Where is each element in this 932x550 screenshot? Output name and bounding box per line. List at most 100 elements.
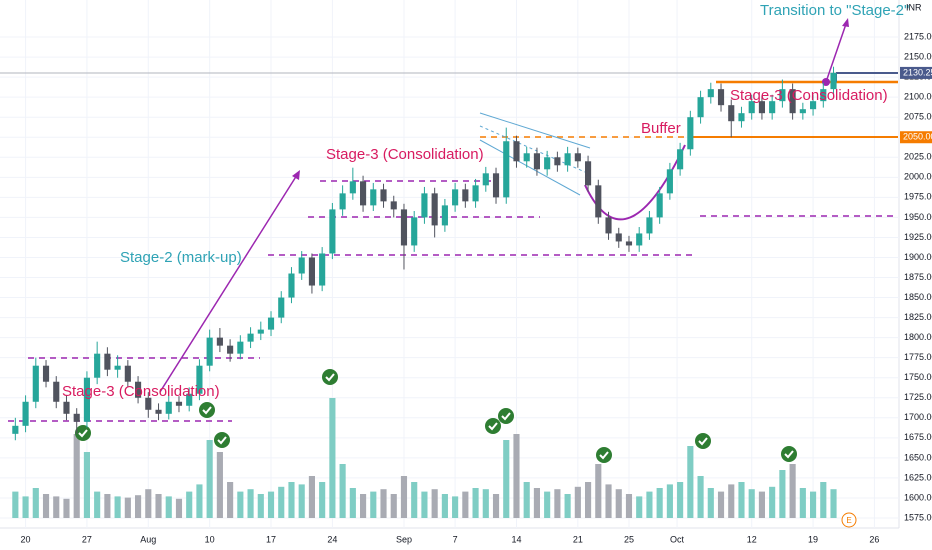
volume-bar bbox=[544, 491, 551, 518]
candle-body bbox=[687, 117, 694, 150]
candle-body bbox=[400, 209, 408, 246]
channel-line bbox=[479, 139, 581, 196]
y-tick-label: 1725.00 bbox=[904, 392, 932, 402]
volume-bar bbox=[319, 482, 326, 518]
candle-body bbox=[165, 401, 172, 414]
candle-body bbox=[503, 141, 510, 198]
candle-body bbox=[738, 113, 745, 122]
volume-bar bbox=[595, 464, 602, 518]
y-tick-label: 1950.00 bbox=[904, 212, 932, 222]
candles bbox=[12, 66, 837, 441]
volume-bar bbox=[605, 484, 612, 518]
volume-bar bbox=[165, 496, 172, 518]
candle-body bbox=[42, 365, 50, 382]
check-marker bbox=[596, 447, 612, 463]
volume-bar bbox=[411, 482, 418, 518]
volume-bar bbox=[738, 482, 745, 518]
volume-bar bbox=[288, 482, 295, 518]
volume-bar bbox=[360, 494, 367, 518]
candle-body bbox=[145, 397, 152, 410]
candle-body bbox=[227, 345, 234, 354]
volume-bar bbox=[12, 491, 19, 518]
volume-bar bbox=[349, 488, 356, 518]
candle-body bbox=[257, 329, 264, 334]
annotation: Stage-3 (Consolidation) bbox=[62, 383, 220, 400]
candle-body bbox=[707, 89, 714, 98]
y-tick-label: 1600.00 bbox=[904, 492, 932, 502]
y-tick-label: 2100.00 bbox=[904, 92, 932, 102]
candle-body bbox=[472, 185, 479, 202]
candle-body bbox=[206, 337, 213, 366]
volume-bar bbox=[687, 446, 694, 518]
check-icon bbox=[501, 412, 511, 421]
candle-body bbox=[390, 201, 397, 210]
candle-body bbox=[677, 149, 684, 170]
y-tick-label: 2075.00 bbox=[904, 112, 932, 122]
y-tick-label: 1700.00 bbox=[904, 412, 932, 422]
candle-body bbox=[124, 365, 131, 382]
y-tick-label: 1975.00 bbox=[904, 192, 932, 202]
volume-bar bbox=[646, 491, 653, 518]
y-tick-label: 1800.00 bbox=[904, 332, 932, 342]
candle-body bbox=[574, 153, 581, 162]
volume-bar bbox=[104, 494, 111, 518]
y-tick-label: 1925.00 bbox=[904, 232, 932, 242]
check-marker bbox=[322, 369, 338, 385]
candle-body bbox=[278, 297, 285, 318]
candle-body bbox=[779, 89, 786, 102]
candle-body bbox=[360, 181, 367, 206]
candle-body bbox=[441, 205, 448, 226]
price-tag-label: 2130.25 bbox=[903, 67, 932, 77]
volume-bar bbox=[523, 482, 530, 518]
volume-bar bbox=[22, 496, 29, 518]
volume-bar bbox=[799, 488, 806, 518]
candle-body bbox=[717, 89, 725, 106]
volume-bar bbox=[308, 476, 315, 518]
candle-body bbox=[452, 189, 459, 206]
channel-line bbox=[479, 112, 591, 149]
annotation: Stage-2 (mark-up) bbox=[120, 249, 242, 266]
candle-body bbox=[308, 257, 315, 286]
annotation: Stage-3 (Consolidation) bbox=[326, 146, 484, 163]
check-marker bbox=[695, 433, 711, 449]
volume-bar bbox=[666, 484, 673, 518]
volume-bar bbox=[339, 464, 346, 518]
price-tag bbox=[900, 131, 932, 144]
volume-bar bbox=[186, 491, 193, 518]
check-icon bbox=[784, 450, 794, 459]
volume-bar bbox=[370, 491, 377, 518]
arrow bbox=[825, 23, 847, 83]
volume-bar bbox=[779, 470, 786, 518]
candle-body bbox=[656, 193, 663, 218]
volume-bar bbox=[114, 496, 121, 518]
candle-body bbox=[247, 333, 254, 342]
annotation: Buffer bbox=[641, 120, 681, 137]
drawings: E bbox=[0, 18, 898, 528]
volume-bar bbox=[830, 489, 837, 518]
candle-body bbox=[810, 101, 817, 110]
candle-body bbox=[605, 217, 612, 234]
x-tick-label: Oct bbox=[670, 534, 685, 544]
candle-body bbox=[53, 381, 60, 402]
volume-bar bbox=[63, 498, 70, 518]
y-tick-label: 1650.00 bbox=[904, 452, 932, 462]
candle-body bbox=[769, 101, 776, 114]
check-icon bbox=[78, 429, 88, 438]
volume-bar bbox=[196, 484, 203, 518]
y-tick-label: 1625.00 bbox=[904, 472, 932, 482]
volume-bar bbox=[758, 491, 765, 518]
volume-bar bbox=[175, 498, 183, 518]
candle-body bbox=[411, 217, 418, 246]
volume-layer bbox=[12, 398, 837, 518]
volume-bar bbox=[656, 488, 663, 518]
volume-bar bbox=[748, 489, 755, 518]
y-tick-label: 2150.00 bbox=[904, 51, 932, 61]
candle-body bbox=[339, 193, 346, 210]
candle-body bbox=[625, 241, 633, 246]
candle-body bbox=[523, 153, 530, 162]
earnings-label: E bbox=[846, 516, 851, 525]
candle-body bbox=[554, 157, 561, 166]
candle-body bbox=[697, 97, 704, 118]
candle-body bbox=[544, 157, 551, 170]
volume-bar bbox=[554, 489, 561, 518]
